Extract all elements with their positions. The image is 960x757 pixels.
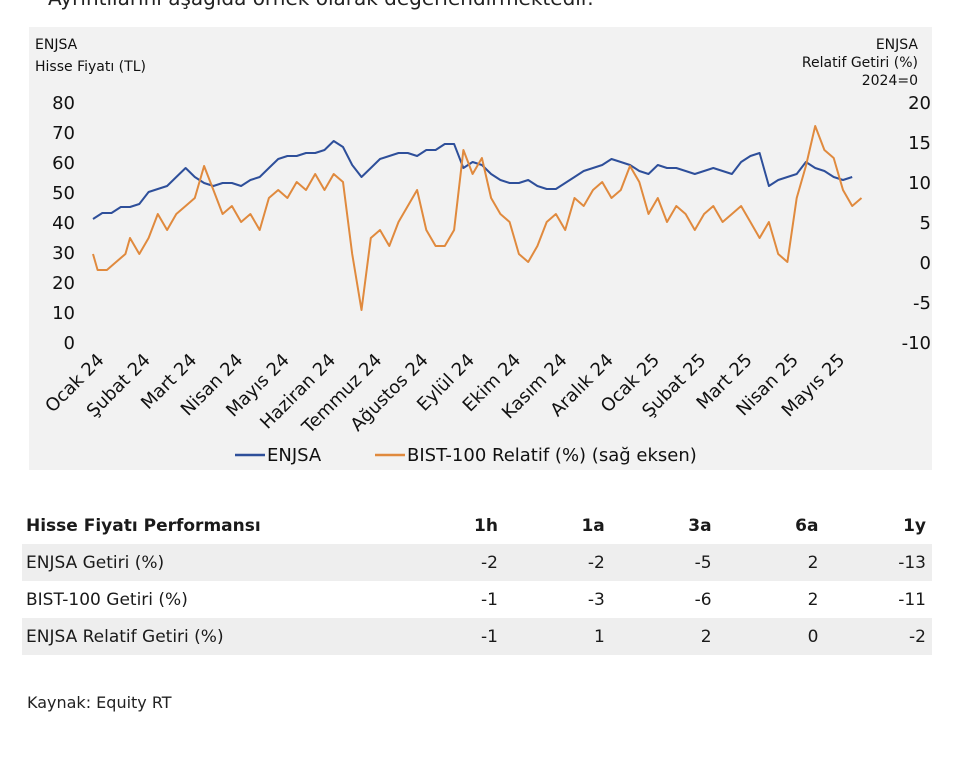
right-tick-label: 0 [920,253,931,274]
table-header-1y: 1y [903,515,926,536]
right-axis-title-line: ENJSA [876,37,919,53]
price-chart: ENJSA Hisse Fiyatı (TL) ENJSA Relatif Getir… [29,27,932,470]
left-tick-label: 30 [52,243,75,264]
right-axis-title-line: Relatif Getiri (%) [802,55,918,71]
left-tick-label: 80 [52,93,75,114]
cell-3a: -5 [604,544,712,581]
cell-1a: -3 [587,589,605,610]
cell-6a: 0 [711,618,819,655]
row-label: BIST-100 Getiri (%) [26,589,188,610]
left-tick-label: 0 [64,333,75,354]
cell-1h: -2 [391,544,498,581]
right-tick-label: -10 [902,333,931,354]
right-tick-label: 15 [908,133,931,154]
cell-1h: -1 [480,589,498,610]
table-row: ENJSA Getiri (%) -2 -2 -5 2 -13 [22,544,932,581]
table-row: ENJSA Relatif Getiri (%) -1 1 2 0 -2 [22,618,932,655]
right-tick-label: 20 [908,93,931,114]
left-axis-title-line: Hisse Fiyatı (TL) [35,59,146,75]
chart-svg: ENJSA Hisse Fiyatı (TL) ENJSA Relatif Getir… [35,37,931,466]
cell-6a: 2 [711,544,819,581]
table-header-title: Hisse Fiyatı Performansı [26,515,261,536]
table-header-1a: 1a [581,515,605,536]
table-header-1h: 1h [474,515,498,536]
cell-1a: -2 [497,544,605,581]
right-tick-label: 5 [920,213,931,234]
right-tick-label: 10 [908,173,931,194]
left-tick-label: 70 [52,123,75,144]
cell-1y: -2 [818,618,932,655]
left-tick-label: 20 [52,273,75,294]
table-row: BIST-100 Getiri (%) -1 -3 -6 2 -11 [22,581,932,618]
row-label: ENJSA Relatif Getiri (%) [22,618,391,655]
left-tick-label: 60 [52,153,75,174]
legend-label: ENJSA [267,445,322,466]
cell-1y: -11 [898,589,926,610]
table-header-6a: 6a [795,515,819,536]
row-label: ENJSA Getiri (%) [22,544,391,581]
cell-3a: 2 [604,618,712,655]
left-axis-title-line: ENJSA [35,37,78,53]
table-header-row: Hisse Fiyatı Performansı 1h 1a 3a 6a 1y [22,507,932,544]
cell-1y: -13 [818,544,932,581]
bist-relative-line [92,125,863,311]
right-tick-label: -5 [913,293,931,314]
left-tick-label: 10 [52,303,75,324]
table-header-3a: 3a [688,515,712,536]
left-tick-label: 50 [52,183,75,204]
cell-3a: -6 [694,589,712,610]
right-axis-title-line: 2024=0 [862,73,918,89]
cell-6a: 2 [807,589,819,610]
legend-label: BIST-100 Relatif (%) (sağ eksen) [407,445,697,466]
cell-1a: 1 [497,618,605,655]
source-note: Kaynak: Equity RT [27,693,172,712]
intro-text: Ayrıntılarını aşağıda örnek olarak değer… [48,0,594,10]
cell-1h: -1 [391,618,498,655]
performance-table: Hisse Fiyatı Performansı 1h 1a 3a 6a 1y … [22,507,932,655]
left-tick-label: 40 [52,213,75,234]
enjsa-price-line [92,140,853,220]
